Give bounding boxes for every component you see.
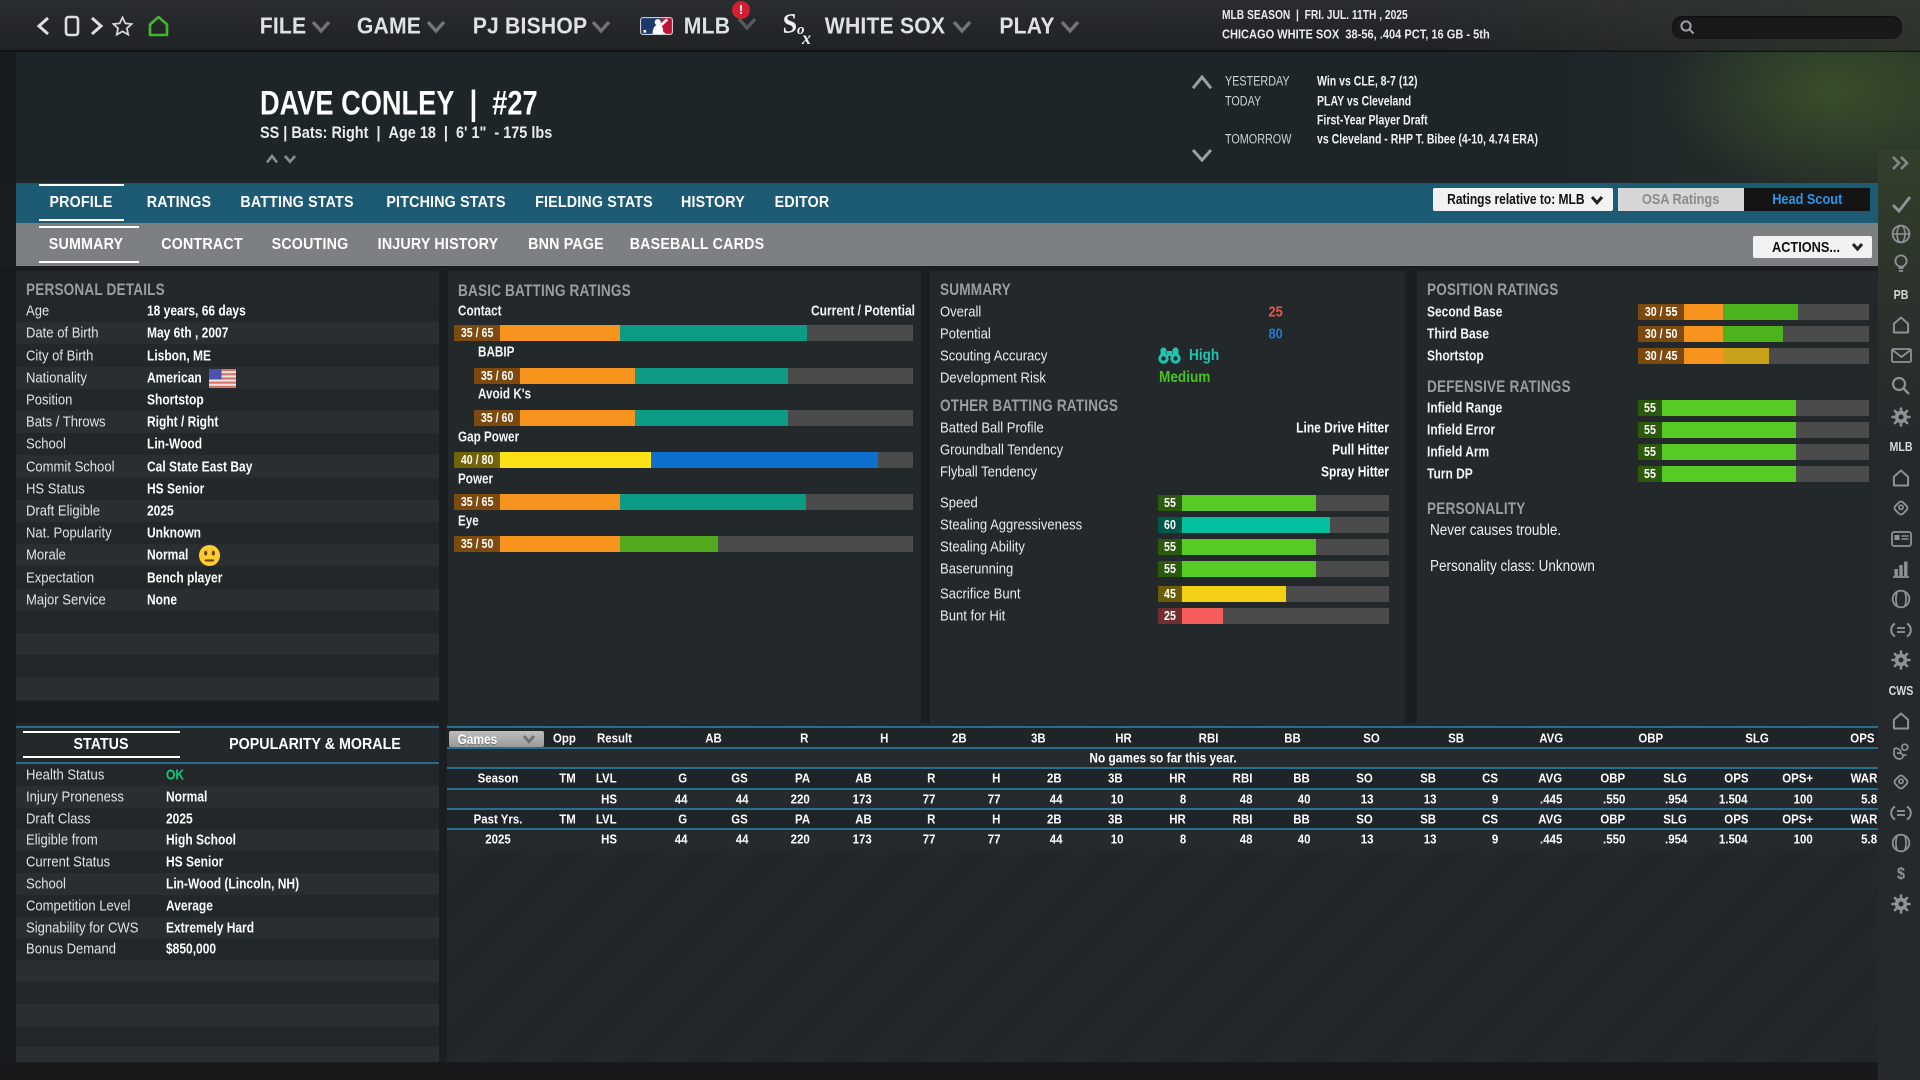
svg-text:S: S [782,8,799,39]
svg-text:x: x [801,28,811,46]
svg-text:o: o [797,22,805,38]
